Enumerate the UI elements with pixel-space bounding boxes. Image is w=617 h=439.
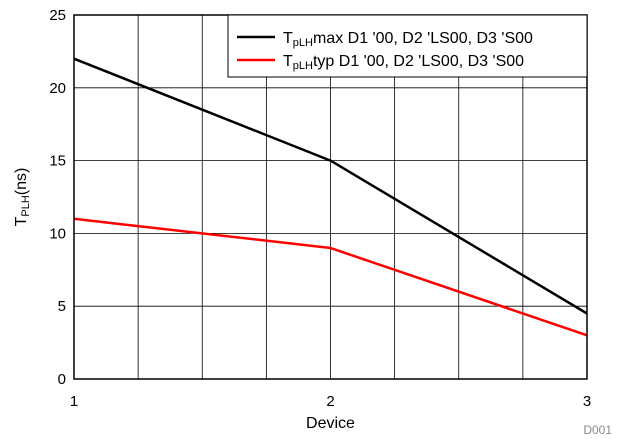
x-tick-label: 3: [583, 393, 591, 410]
legend-entry-max: TpLHmax D1 '00, D2 'LS00, D3 'S00: [283, 30, 533, 49]
y-axis-title-main: T: [13, 216, 30, 226]
x-axis-title: Device: [306, 415, 355, 432]
x-axis-tick-labels: 1 2 3: [70, 393, 591, 410]
series-line-typ: [73, 217, 588, 337]
series-line-max: [73, 57, 588, 315]
y-tick-label: 10: [49, 225, 66, 242]
y-tick-label: 5: [58, 298, 66, 315]
y-tick-label: 25: [49, 7, 66, 24]
legend-box: [227, 14, 588, 78]
legend-entry-max-main: T: [283, 30, 293, 47]
legend-entry-max-rest: max D1 '00, D2 'LS00, D3 'S00: [313, 30, 533, 47]
legend-entry-typ-main: T: [283, 53, 293, 70]
legend: TpLHmax D1 '00, D2 'LS00, D3 'S00 TpLHty…: [227, 14, 588, 78]
y-tick-label: 15: [49, 153, 66, 170]
y-axis-title-unit: (ns): [13, 168, 30, 196]
y-axis-title-subscript: PLH: [20, 195, 32, 216]
series-lines: [73, 57, 588, 337]
y-axis-tick-labels: 0 5 10 15 20 25: [49, 7, 66, 388]
legend-entry-typ-subscript: pLH: [293, 60, 313, 72]
y-axis-title: TPLH(ns): [13, 168, 32, 227]
y-tick-label: 0: [58, 371, 66, 388]
x-tick-label: 2: [326, 393, 334, 410]
legend-entry-typ: TpLHtyp D1 '00, D2 'LS00, D3 'S00: [283, 53, 524, 72]
legend-entry-typ-rest: typ D1 '00, D2 'LS00, D3 'S00: [313, 53, 524, 70]
legend-entry-max-subscript: pLH: [293, 37, 313, 49]
y-tick-label: 20: [49, 80, 66, 97]
figure-id-label: D001: [583, 423, 612, 437]
x-tick-label: 1: [70, 393, 78, 410]
